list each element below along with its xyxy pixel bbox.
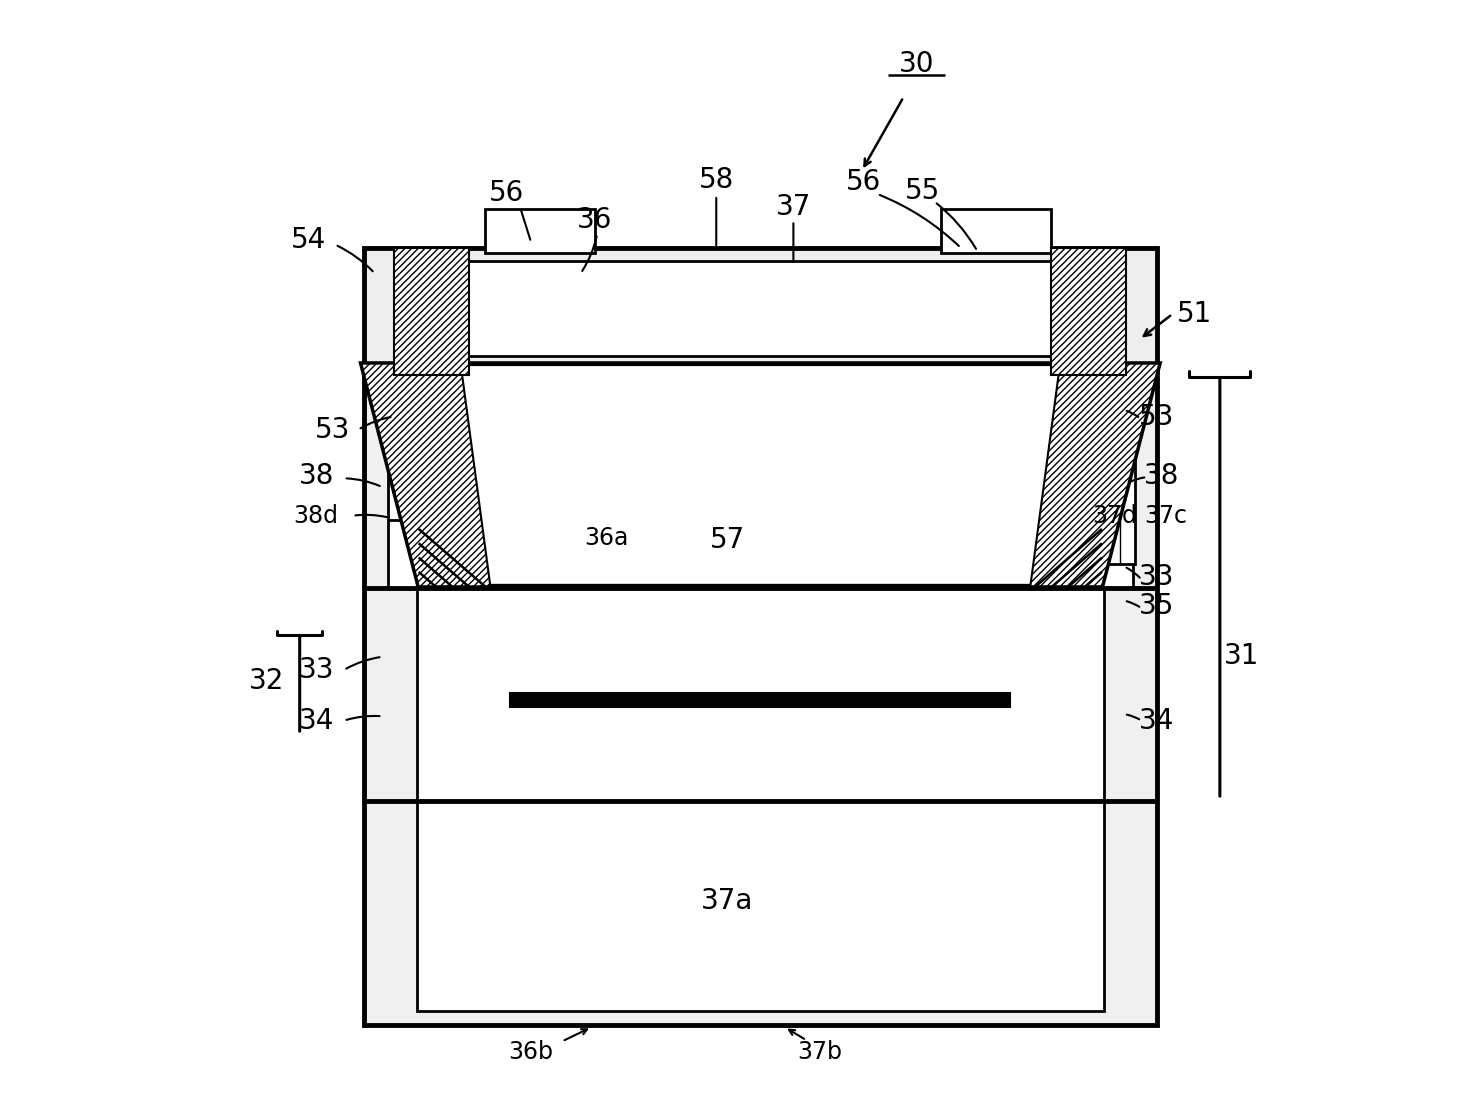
Text: 38: 38 <box>1143 462 1179 490</box>
Bar <box>421 261 1100 356</box>
Text: 37a: 37a <box>701 887 754 916</box>
Bar <box>364 248 1157 369</box>
Text: 57: 57 <box>709 526 745 554</box>
Text: 53: 53 <box>1139 402 1174 431</box>
Text: 37: 37 <box>776 193 812 222</box>
Polygon shape <box>1031 364 1160 586</box>
Text: 37c: 37c <box>1145 504 1188 528</box>
Text: 36a: 36a <box>584 526 628 550</box>
Text: 53: 53 <box>315 415 351 444</box>
Text: 37b: 37b <box>797 1040 843 1065</box>
Text: 31: 31 <box>1225 641 1260 670</box>
Bar <box>459 540 906 554</box>
Bar <box>509 693 1010 707</box>
Polygon shape <box>1052 248 1126 375</box>
Polygon shape <box>394 248 469 375</box>
Text: 33: 33 <box>299 656 335 684</box>
Text: 30: 30 <box>899 50 935 78</box>
Text: 36b: 36b <box>508 1040 554 1065</box>
Text: 55: 55 <box>905 176 940 205</box>
Bar <box>1105 445 1134 564</box>
Text: 33: 33 <box>1139 563 1174 592</box>
Text: 32: 32 <box>249 667 284 695</box>
Text: 54: 54 <box>290 226 326 255</box>
Bar <box>459 485 957 499</box>
Text: 56: 56 <box>489 179 524 207</box>
Polygon shape <box>361 364 490 586</box>
Text: 36: 36 <box>578 206 613 235</box>
Text: 34: 34 <box>299 706 333 735</box>
Bar <box>416 588 1105 1011</box>
Text: 37d: 37d <box>1093 504 1137 528</box>
Text: 34: 34 <box>1139 706 1174 735</box>
Text: 35: 35 <box>1139 592 1174 620</box>
Text: 38: 38 <box>299 462 333 490</box>
Bar <box>388 379 1133 588</box>
Polygon shape <box>361 364 1160 586</box>
Text: 56: 56 <box>846 168 881 196</box>
Text: 58: 58 <box>699 165 735 194</box>
Bar <box>364 366 1157 1025</box>
Text: 51: 51 <box>1177 300 1211 328</box>
Text: 38d: 38d <box>293 504 339 528</box>
Bar <box>940 209 1052 253</box>
Bar <box>484 209 595 253</box>
